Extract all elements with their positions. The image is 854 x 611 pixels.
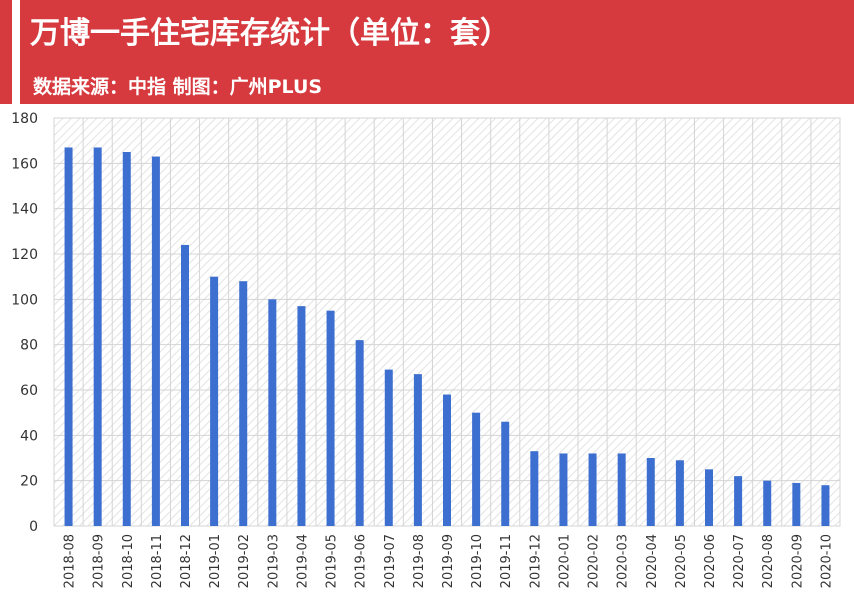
y-tick-label: 140 <box>11 202 38 218</box>
chart-source-credit: 数据来源：中指 制图：广州PLUS <box>33 76 323 98</box>
y-tick-label: 120 <box>11 247 38 263</box>
y-tick-label: 180 <box>11 111 38 127</box>
bar <box>559 453 568 526</box>
bar <box>792 482 801 526</box>
y-axis-tick-labels: 0 20 40 60 80 100 120 140 160 180 <box>11 111 38 535</box>
x-tick-label: 2020-07 <box>732 534 747 588</box>
x-tick-label: 2019-06 <box>354 534 369 588</box>
x-tick-label: 2020-09 <box>790 534 805 588</box>
x-tick-label: 2020-10 <box>819 534 834 588</box>
bar <box>763 480 772 526</box>
bar <box>151 156 160 526</box>
y-tick-label: 20 <box>20 474 38 490</box>
x-tick-label: 2019-11 <box>499 534 514 588</box>
x-tick-label: 2019-04 <box>295 534 310 588</box>
bar <box>210 276 219 526</box>
y-tick-label: 160 <box>11 156 38 172</box>
bar <box>617 453 626 526</box>
x-tick-label: 2020-05 <box>674 534 689 588</box>
x-tick-label: 2018-10 <box>121 534 136 588</box>
x-tick-label: 2019-03 <box>266 534 281 588</box>
chart-title: 万博一手住宅库存统计（单位：套） <box>30 16 510 51</box>
x-tick-label: 2019-08 <box>412 534 427 588</box>
x-tick-label: 2020-08 <box>761 534 776 588</box>
bar <box>64 147 73 526</box>
y-tick-label: 60 <box>20 383 38 399</box>
y-tick-label: 40 <box>20 428 38 444</box>
bar <box>530 451 539 526</box>
x-tick-label: 2019-09 <box>441 534 456 588</box>
x-tick-label: 2020-06 <box>703 534 718 588</box>
x-tick-label: 2018-12 <box>179 534 194 588</box>
bar <box>326 310 335 526</box>
x-tick-label: 2020-04 <box>645 534 660 588</box>
bar <box>413 374 422 526</box>
bar <box>821 485 830 526</box>
bar <box>93 147 102 526</box>
x-tick-label: 2020-02 <box>587 534 602 588</box>
bar <box>181 244 189 526</box>
bar <box>588 453 597 526</box>
x-axis-tick-labels: 2018-08 2018-09 2018-10 2018-11 2018-12 2019-… <box>63 534 835 588</box>
bar <box>443 394 451 526</box>
y-tick-label: 80 <box>20 338 38 354</box>
x-tick-label: 2018-09 <box>92 534 107 588</box>
bar <box>239 281 248 526</box>
header-accent-bar <box>12 0 20 104</box>
bar-series <box>64 147 830 526</box>
bar <box>384 369 393 526</box>
bar <box>122 152 131 526</box>
x-tick-label: 2019-02 <box>237 534 252 588</box>
bar <box>355 340 364 526</box>
x-tick-label: 2019-10 <box>470 534 485 588</box>
bar <box>734 476 743 526</box>
x-tick-label: 2019-12 <box>528 534 543 588</box>
x-tick-label: 2020-03 <box>616 534 631 588</box>
x-tick-label: 2018-08 <box>63 534 78 588</box>
bar <box>705 469 713 526</box>
bar <box>646 458 655 526</box>
x-tick-label: 2020-01 <box>557 534 572 588</box>
y-tick-label: 100 <box>11 292 38 308</box>
bar <box>675 460 684 526</box>
x-tick-label: 2019-01 <box>208 534 223 588</box>
bar <box>268 299 277 526</box>
x-tick-label: 2019-07 <box>383 534 398 588</box>
x-tick-label: 2018-11 <box>150 534 165 588</box>
bar <box>501 421 510 526</box>
bar <box>297 306 306 526</box>
bar <box>472 412 481 526</box>
x-tick-label: 2019-05 <box>325 534 340 588</box>
y-tick-label: 0 <box>29 519 38 535</box>
chart-header: 万博一手住宅库存统计（单位：套） 数据来源：中指 制图：广州PLUS <box>0 0 854 104</box>
